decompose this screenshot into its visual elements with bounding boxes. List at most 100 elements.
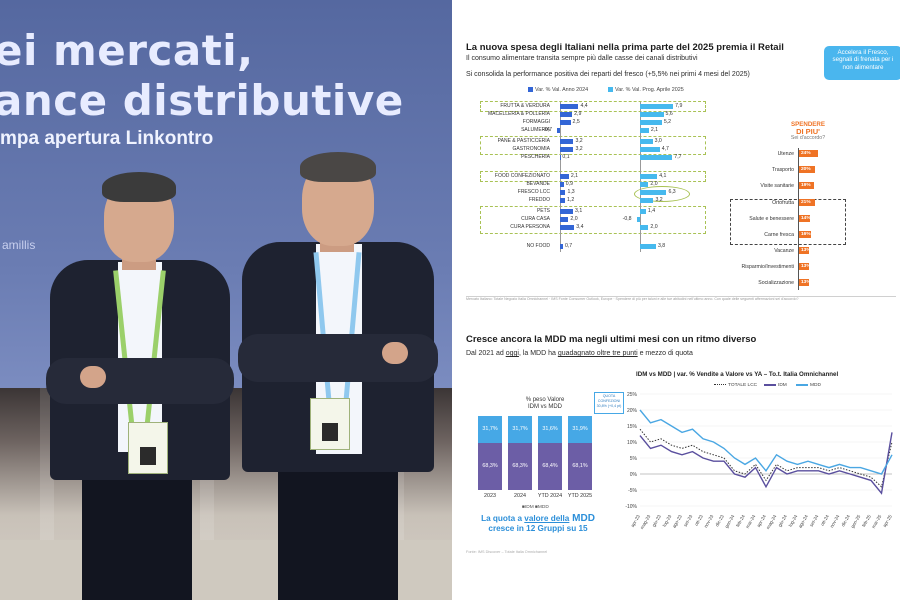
slide-retail-spend: La nuova spesa degli Italiani nella prim… xyxy=(460,38,900,301)
dept-bar-v2024 xyxy=(560,209,574,214)
hair xyxy=(300,152,376,182)
screen-title-line1: ei mercati, xyxy=(0,26,254,75)
trousers xyxy=(278,452,398,600)
dept-label: PANE & PASTICCERIA xyxy=(497,138,550,144)
dept-bar-v2024 xyxy=(560,244,563,249)
spend-label: Salute e benessere xyxy=(749,216,794,222)
stack-idm-segment: 68,3% xyxy=(478,442,502,490)
dept-bar-v2025 xyxy=(640,155,673,160)
slide1-subtitle-1: Il consumo alimentare transita sempre pi… xyxy=(466,55,698,62)
dept-bar-v2025 xyxy=(636,217,640,222)
x-tick-label: apr-25 xyxy=(882,514,893,528)
x-tick-label: mar-24 xyxy=(745,514,757,529)
dept-value-v2025: 7,9 xyxy=(675,103,683,109)
dept-value-v2024: 3,4 xyxy=(576,224,584,230)
dept-bar-v2025 xyxy=(640,120,662,125)
stack-mdd-segment: 31,7% xyxy=(478,416,502,443)
legend-mdd: MDD xyxy=(796,383,821,388)
stack-idm-segment: 68,1% xyxy=(568,443,592,490)
source-note: Fonte: IMS Discover – Totale Italia Omni… xyxy=(466,550,548,554)
y-tick-label: 0% xyxy=(630,472,638,478)
spend-bar: 13% xyxy=(799,247,811,254)
dept-label: FORMAGGI xyxy=(522,119,550,125)
spend-bar: 24% xyxy=(799,150,818,157)
name-badge xyxy=(128,422,168,474)
stack-chart-title: % peso Valore IDM vs MDD xyxy=(510,397,580,411)
spend-bar: 16% xyxy=(799,231,812,238)
x-tick-label: mar-25 xyxy=(871,514,883,529)
dept-value-v2024: 2,5 xyxy=(572,119,580,125)
dept-value-v2025: 5,2 xyxy=(663,119,672,125)
spend-bar: 21% xyxy=(799,199,816,206)
note-divider xyxy=(466,296,896,297)
y-tick-label: 15% xyxy=(627,424,638,430)
x-tick-label: feb-25 xyxy=(861,514,872,528)
series-line-idm xyxy=(639,432,893,495)
x-tick-label: ott-23 xyxy=(694,514,704,527)
x-tick-label: mag-23 xyxy=(639,514,651,530)
dept-label: BEVANDE xyxy=(526,181,550,187)
dept-bar-v2025 xyxy=(640,225,649,230)
dept-value-v2024: 4,4 xyxy=(580,103,588,109)
dept-bar-v2024 xyxy=(560,225,575,230)
stack-category: YTD 2024 xyxy=(537,493,563,499)
dept-bar-v2025 xyxy=(640,198,654,203)
spend-bar: 19% xyxy=(799,182,814,189)
dept-label: NO FOOD xyxy=(526,243,550,249)
stack-legend: ■IDM ■MDD xyxy=(522,505,549,510)
quota-note: La quota a valore della MDD cresce in 12… xyxy=(481,513,595,534)
dept-bar-v2025 xyxy=(640,104,674,109)
dept-value-v2024: 0,7 xyxy=(564,243,573,249)
x-tick-label: feb-24 xyxy=(735,514,746,528)
screen-title-line2: ance distributive xyxy=(0,76,404,125)
spend-title-line: DI PIU' xyxy=(796,127,820,136)
dept-label: CURA PERSONA xyxy=(510,224,550,230)
dept-bar-v2025 xyxy=(640,139,653,144)
legend-idm: IDM xyxy=(764,383,787,388)
dept-bar-v2024 xyxy=(557,128,560,133)
stack-title-line: IDM vs MDD xyxy=(528,404,562,410)
dept-bar-v2024 xyxy=(560,174,569,179)
spend-label: Socializzazione xyxy=(758,280,794,286)
x-tick-label: gen-24 xyxy=(724,514,736,529)
x-tick-label: giu-23 xyxy=(651,514,662,528)
y-tick-label: 10% xyxy=(627,440,638,446)
spend-label: Risparmio/Investimenti xyxy=(741,264,794,270)
group-box-food xyxy=(480,171,706,182)
dept-value-v2025: 6,3 xyxy=(668,189,676,195)
x-tick-label: nov-24 xyxy=(829,514,841,529)
trousers xyxy=(82,460,192,600)
screen-name: amillis xyxy=(2,238,36,252)
stack-bar: 31,7% 68,3% xyxy=(478,416,502,490)
group-box-pane xyxy=(480,136,706,155)
x-tick-label: lug-23 xyxy=(662,514,673,528)
dept-bar-v2024 xyxy=(560,104,579,109)
dept-bar-v2024 xyxy=(560,182,564,187)
slide2-title: Cresce ancora la MDD ma negli ultimi mes… xyxy=(466,334,757,345)
dept-value-v2025: 2,0 xyxy=(650,181,658,187)
slides-panel: La nuova spesa degli Italiani nella prim… xyxy=(452,0,900,600)
dept-bar-v2024 xyxy=(560,190,566,195)
quota-confezioni-box: QUOTA CONFEZIONI 30,8% (+0,4 pt) xyxy=(594,392,624,414)
x-tick-label: apr-23 xyxy=(630,514,641,528)
stack-category: 2023 xyxy=(484,493,496,499)
dept-bar-v2024 xyxy=(560,147,574,152)
spend-bar: 13% xyxy=(799,263,811,270)
dept-label: PETS xyxy=(536,208,550,214)
dept-label: FOOD CONFEZIONATO xyxy=(494,173,550,179)
dept-bar-v2024 xyxy=(560,112,573,117)
y-tick-label: 5% xyxy=(630,456,638,462)
hair xyxy=(102,172,176,202)
x-tick-label: mag-24 xyxy=(765,514,777,530)
hand xyxy=(80,366,106,388)
dept-bar-v2025 xyxy=(640,112,664,117)
dept-value-v2024: 1,3 xyxy=(567,189,575,195)
hand xyxy=(382,342,408,364)
stack-mdd-segment: 31,9% xyxy=(568,416,592,444)
person-right xyxy=(232,152,442,600)
stack-category: YTD 2025 xyxy=(567,493,593,499)
x-tick-label: apr-24 xyxy=(756,514,767,528)
dept-value-v2024: 3,1 xyxy=(575,208,583,214)
x-tick-label: ago-23 xyxy=(671,514,683,529)
slide1-note: Mercato Italiano: Totale Negozio Italia … xyxy=(466,297,799,301)
